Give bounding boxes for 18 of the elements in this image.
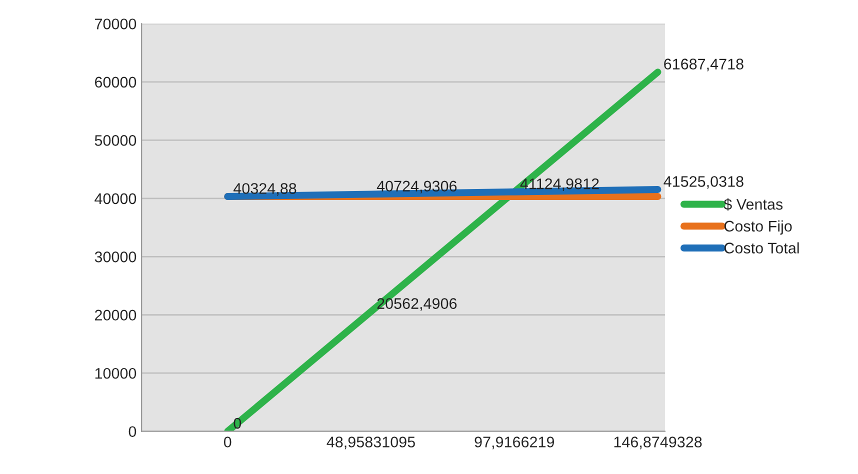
y-tick-label: 40000 [94, 193, 136, 204]
data-label: 61687,4718 [664, 58, 744, 72]
x-tick-label: 0 [224, 436, 232, 448]
legend-label: $ Ventas [724, 198, 783, 211]
y-tick-label: 70000 [95, 18, 136, 30]
y-tick-label: 0 [128, 426, 136, 438]
x-tick-label: 97,9166219 [474, 436, 554, 450]
legend-label: Costo Total [724, 242, 799, 254]
y-tick-label: 60000 [95, 76, 136, 88]
y-tick-label: 10000 [95, 368, 136, 379]
legend-label: Costo Fijo [724, 220, 792, 235]
y-tick-label: 50000 [94, 135, 136, 146]
y-tick-label: 30000 [94, 252, 136, 262]
x-tick-label: 48,95831095 [326, 436, 415, 450]
x-tick-label: 146,8749328 [614, 436, 702, 450]
data-label: 0 [234, 418, 242, 429]
data-label: 41525,0318 [664, 176, 744, 189]
y-tick-label: 20000 [95, 310, 136, 321]
